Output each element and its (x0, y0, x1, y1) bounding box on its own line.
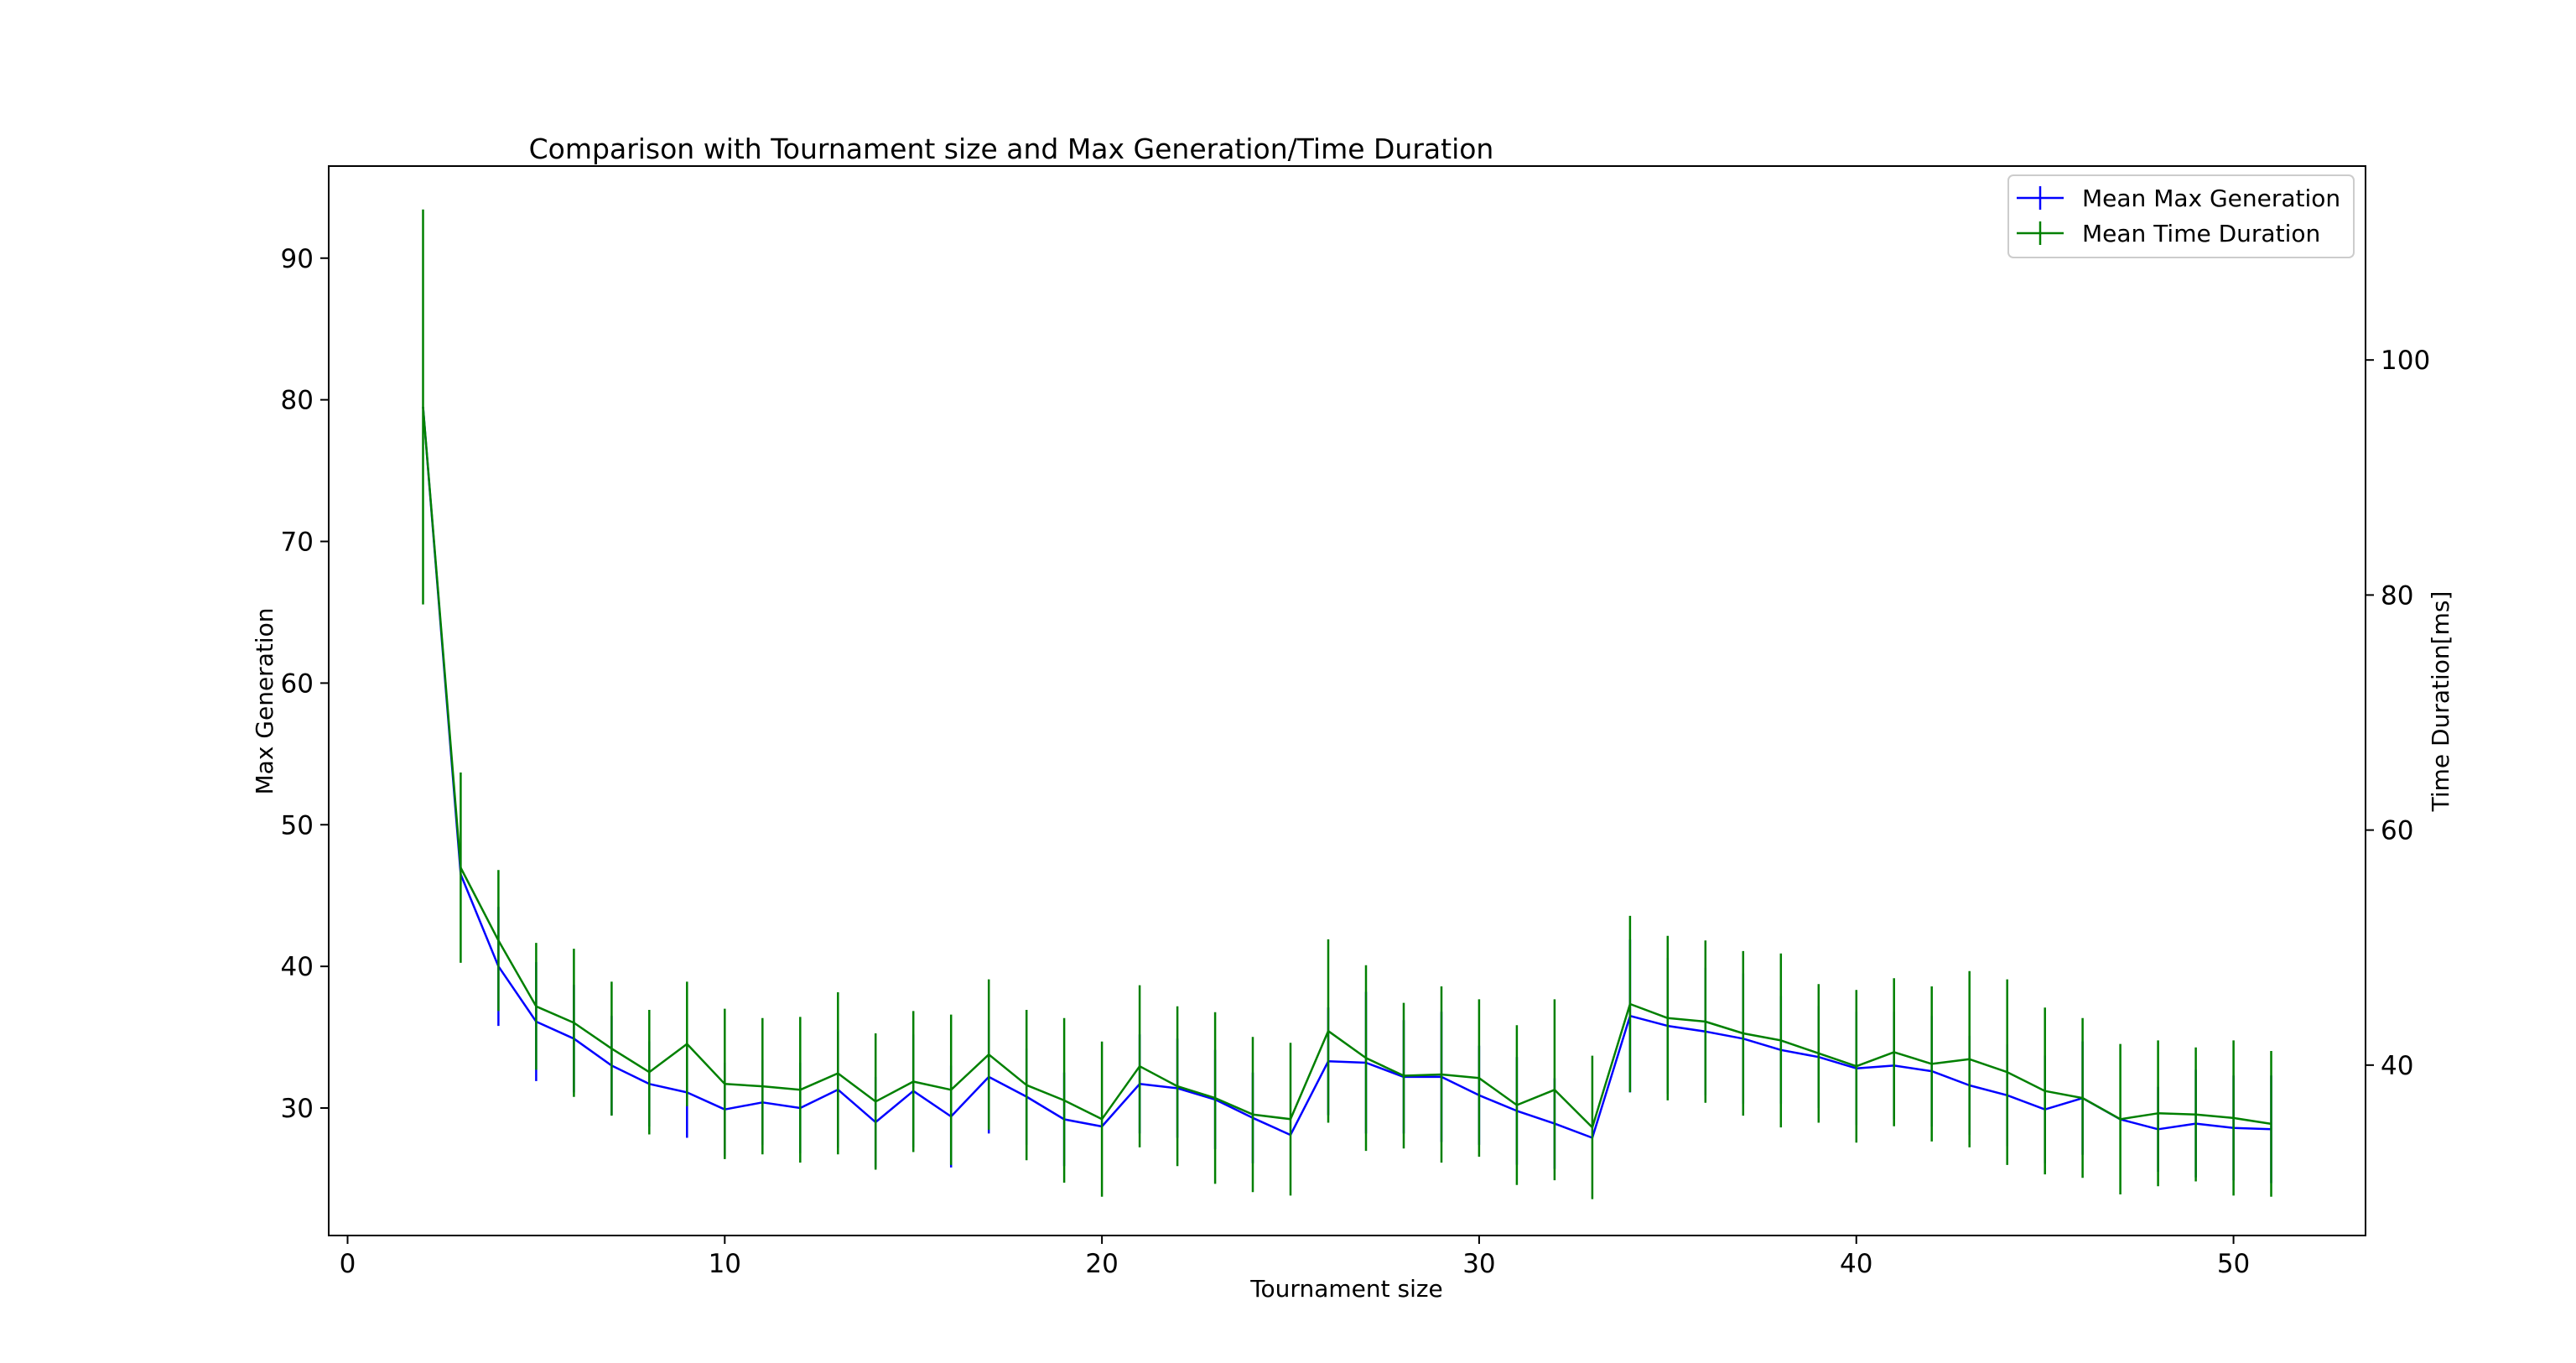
x-axis-label: Tournament size (1249, 1275, 1443, 1303)
x-tick-label: 30 (1462, 1249, 1495, 1279)
y-tick-label: 60 (281, 668, 314, 699)
chart-title: Comparison with Tournament size and Max … (529, 133, 1494, 165)
legend-item-time-duration: Mean Time Duration (2017, 220, 2320, 247)
y-tick-label: 90 (281, 244, 314, 274)
plot-marks (422, 209, 2272, 1199)
y-tick-label: 70 (281, 528, 314, 558)
x-tick-label: 40 (1840, 1249, 1872, 1279)
series-line-time-duration (422, 407, 2272, 1129)
legend-item-max-generation: Mean Max Generation (2017, 185, 2340, 212)
x-axis: 0 10 20 30 40 50 (340, 1236, 2250, 1279)
legend-label-time-duration: Mean Time Duration (2082, 220, 2320, 247)
legend-label-max-generation: Mean Max Generation (2082, 185, 2340, 212)
x-tick-label: 10 (709, 1249, 741, 1279)
x-tick-label: 0 (340, 1249, 356, 1279)
y-right-tick-label: 60 (2381, 816, 2413, 846)
y-tick-label: 40 (281, 952, 314, 982)
plot-frame (328, 165, 2366, 1236)
series-line-max-generation (422, 406, 2272, 1139)
legend: Mean Max Generation Mean Time Duration (2007, 174, 2355, 258)
legend-box (2007, 174, 2355, 258)
y-axis-label: Max Generation (251, 608, 278, 795)
x-tick-label: 20 (1085, 1249, 1118, 1279)
y-axis-right: 40 60 80 100 (2366, 346, 2430, 1081)
y-axis-right-label: Time Duration[ms] (2427, 591, 2454, 813)
y-tick-label: 30 (281, 1094, 314, 1124)
y-right-tick-label: 100 (2381, 346, 2430, 376)
y-tick-label: 80 (281, 386, 314, 416)
y-right-tick-label: 80 (2381, 580, 2413, 611)
y-axis-left: 30 40 50 60 70 80 90 (281, 244, 329, 1124)
x-tick-label: 50 (2217, 1249, 2250, 1279)
y-right-tick-label: 40 (2381, 1051, 2413, 1081)
y-tick-label: 50 (281, 810, 314, 840)
